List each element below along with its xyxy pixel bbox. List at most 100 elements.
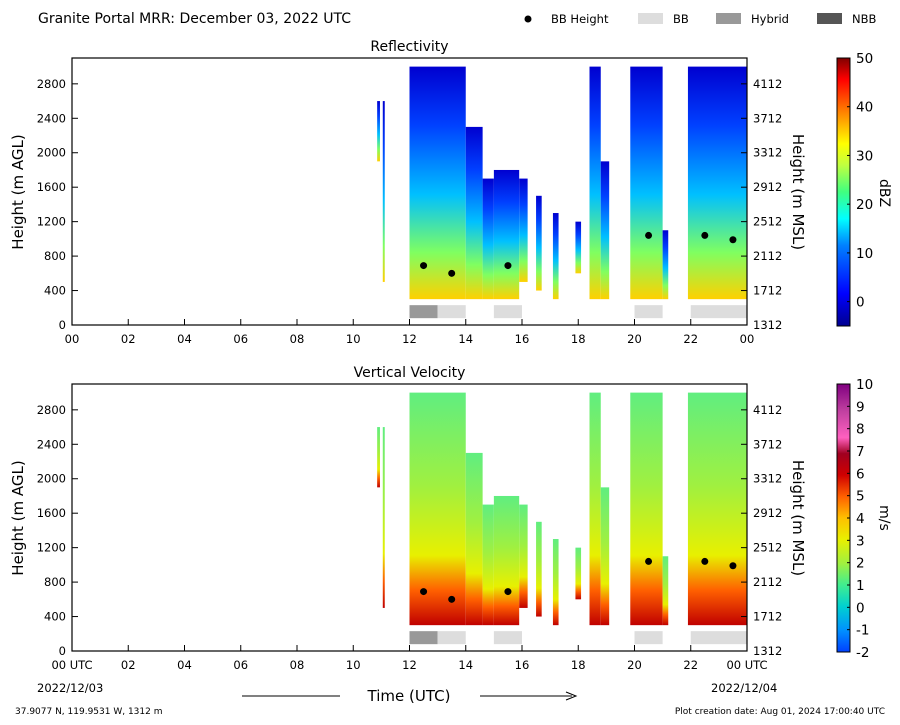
legend-bb-swatch [638,13,663,24]
echo-segment [482,178,494,300]
y-axis-label: Height (m AGL) [9,460,27,575]
colorbar-tick-label: 7 [856,444,865,460]
echo-segment [687,392,747,626]
echo-segment [575,221,582,274]
x-tick-label: 00 UTC [51,658,92,672]
x-tick-label: 10 [346,658,361,672]
bb-flag-bb [634,305,663,319]
x-tick-label: 22 [683,332,698,346]
colorbar-tick-label: 20 [856,197,873,213]
bb-height-point [645,557,653,565]
y-tick-label: 2800 [37,403,66,417]
bb-height-point [729,562,737,570]
legend-hybrid-swatch [716,13,741,24]
colorbar-tick-label: 0 [856,295,865,311]
y-tick-label: 2400 [37,111,66,125]
echo-segment [536,521,542,617]
colorbar-tick-label: -2 [856,645,869,661]
x-tick-label: 02 [121,332,136,346]
y-tick-label-right: 3312 [753,472,782,486]
x-tick-label: 20 [627,658,642,672]
y-tick-label-right: 2912 [753,180,782,194]
echo-segment [662,230,669,300]
y-axis-label-right: Height (m MSL) [789,460,807,576]
y-tick-label: 1600 [37,506,66,520]
colorbar-tick-label: 5 [856,489,865,505]
x-tick-label: 00 [740,332,755,346]
y-tick-label: 800 [44,575,66,589]
echo-segment [377,427,380,488]
x-tick-label: 16 [515,658,530,672]
colorbar-tick-label: 10 [856,377,873,393]
x-tick-label: 02 [121,658,136,672]
bb-flag-bb [634,631,663,645]
echo-segment [589,66,601,300]
echo-segment [482,504,494,626]
bb-height-point [448,595,456,603]
echo-segment [589,392,601,626]
x-tick-label: 08 [290,332,305,346]
x-tick-label: 14 [458,658,473,672]
legend-nbb-swatch [817,13,842,24]
y-axis-label: Height (m AGL) [9,134,27,249]
colorbar-tick-label: 0 [856,600,865,616]
y-tick-label-right: 2112 [753,249,782,263]
bb-height-point [645,231,653,239]
y-tick-label-right: 1712 [753,610,782,624]
colorbar-ticks: 0 10 20 30 40 50 [847,51,873,311]
y-tick-label-right: 3712 [753,437,782,451]
colorbar-label: m/s [876,505,892,531]
echo-segment [409,392,466,626]
x-tick-label: 00 [65,332,80,346]
bb-flag-bb [493,631,522,645]
echo-segment [536,195,542,291]
colorbar-tick-label: 10 [856,246,873,262]
colorbar [836,57,851,327]
colorbar-tick-label: 50 [856,51,873,67]
echo-segment [465,452,483,626]
colorbar-tick-label: 6 [856,466,865,482]
y-tick-label-right: 2512 [753,541,782,555]
bb-flag-bb [493,305,522,319]
y-tick-label: 2800 [37,77,66,91]
bb-height-point [420,588,428,596]
plot-area: 0 1312 400 1712 800 2112 1200 2512 1600 2912 2000 3… [37,383,782,672]
end-date-label: 2022/12/04 [711,681,777,695]
y-tick-label-right: 2512 [753,215,782,229]
reflectivity-panel: Reflectivity Height (m AGL) Height (m MS… [9,39,892,346]
y-tick-label: 1200 [37,215,66,229]
colorbar-ticks: -2 -1 0 1 2 3 4 5 6 7 8 9 10 [847,377,873,661]
bb-height-point [729,236,737,244]
bb-height-point [420,262,428,270]
colorbar-tick-label: -1 [856,623,869,639]
colorbar-tick-label: 9 [856,399,865,415]
echo-segment [600,161,610,300]
y-tick-label: 1600 [37,180,66,194]
bb-flag-bb [437,631,466,645]
echo-segment [552,539,559,626]
y-tick-label: 0 [59,318,66,332]
bb-flag-bb [690,305,747,319]
bb-height-point [448,269,456,277]
colorbar-tick-label: 30 [856,148,873,164]
x-tick-label: 06 [233,658,248,672]
colorbar-label: dBZ [876,179,892,207]
bb-flag-hybrid [409,305,438,319]
y-tick-label: 2400 [37,437,66,451]
y-tick-label-right: 4112 [753,77,782,91]
y-tick-label-right: 1312 [753,644,782,658]
y-tick-label-right: 3312 [753,146,782,160]
echo-segment [552,213,559,300]
legend-bb-height-label: BB Height [551,12,609,26]
colorbar-tick-label: 8 [856,422,865,438]
legend-hybrid-label: Hybrid [751,12,789,26]
echo-segment [382,427,385,608]
x-tick-label: 12 [402,658,417,672]
y-tick-label: 800 [44,249,66,263]
legend: BB Height BB Hybrid NBB [524,12,876,26]
arrowhead-icon [565,691,578,701]
y-tick-label: 1200 [37,541,66,555]
echo-segment [519,504,528,608]
bb-flag-bb [437,305,466,319]
echo-segment [687,66,747,300]
